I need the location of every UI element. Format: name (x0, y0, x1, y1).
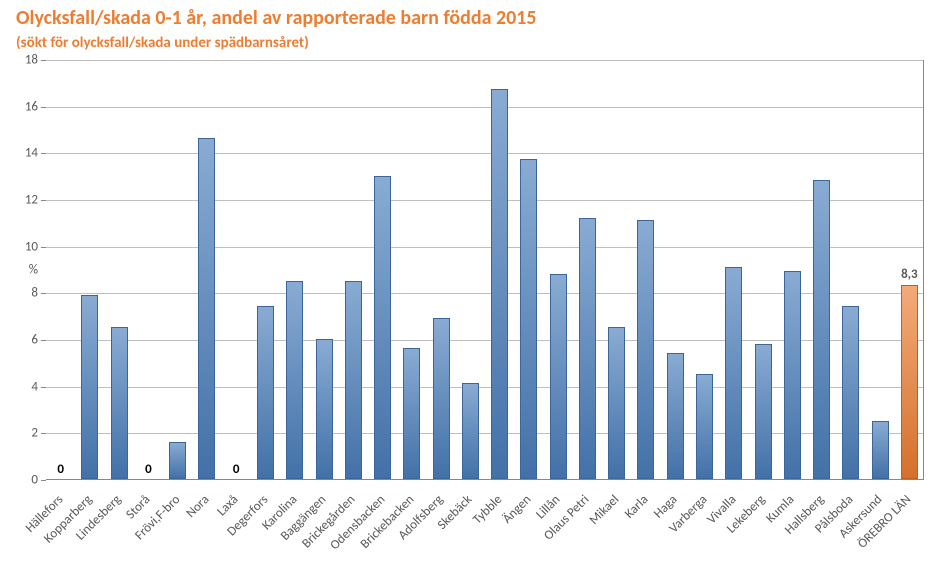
y-tick-label: 2 (31, 426, 38, 441)
y-tick-label: 4 (31, 379, 38, 394)
bar (784, 271, 801, 479)
y-tick (41, 153, 46, 154)
y-tick (41, 293, 46, 294)
bar (608, 327, 625, 479)
bar-zero-label: 0 (233, 462, 240, 477)
gridline (46, 153, 923, 154)
y-tick-label: 14 (25, 146, 38, 161)
bar (81, 295, 98, 479)
bar (491, 89, 508, 479)
bar (374, 176, 391, 479)
y-tick (41, 247, 46, 248)
bar (550, 274, 567, 479)
bar (842, 306, 859, 479)
bar-zero-label: 0 (145, 462, 152, 477)
bar (462, 383, 479, 479)
y-tick-label: 6 (31, 333, 38, 348)
y-axis-title: % (29, 263, 38, 278)
bar (755, 344, 772, 479)
bar (872, 421, 889, 479)
y-tick-label: 0 (31, 473, 38, 488)
y-tick-label: 16 (25, 99, 38, 114)
bar (667, 353, 684, 479)
bar (403, 348, 420, 479)
bar (579, 218, 596, 479)
bar (111, 327, 128, 479)
bar (345, 281, 362, 479)
y-tick (41, 340, 46, 341)
bar (198, 138, 215, 479)
y-tick-label: 12 (25, 193, 38, 208)
bar (520, 159, 537, 479)
gridline (46, 247, 923, 248)
y-tick-label: 10 (25, 239, 38, 254)
y-tick-label: 8 (31, 286, 38, 301)
plot-area: 024681012141618%0HälleforsKopparbergLind… (46, 60, 924, 480)
y-tick-label: 18 (25, 53, 38, 68)
bar (169, 442, 186, 479)
chart-subtitle: (sökt för olycksfall/skada under spädbar… (16, 34, 309, 52)
bar (286, 281, 303, 479)
bar (433, 318, 450, 479)
y-tick (41, 433, 46, 434)
chart-container: Olycksfall/skada 0-1 år, andel av rappor… (0, 0, 944, 583)
y-tick (41, 480, 46, 481)
bar (257, 306, 274, 479)
gridline (46, 200, 923, 201)
y-tick (41, 200, 46, 201)
y-tick (41, 107, 46, 108)
y-tick (41, 387, 46, 388)
bar-zero-label: 0 (57, 462, 64, 477)
gridline (46, 107, 923, 108)
bar (316, 339, 333, 479)
bar (813, 180, 830, 479)
bar (637, 220, 654, 479)
bar (725, 267, 742, 479)
bar (696, 374, 713, 479)
y-tick (41, 60, 46, 61)
chart-title: Olycksfall/skada 0-1 år, andel av rappor… (16, 6, 537, 30)
bar-value-label: 8,3 (901, 267, 918, 282)
gridline (46, 60, 923, 61)
bar-highlight (901, 285, 918, 479)
